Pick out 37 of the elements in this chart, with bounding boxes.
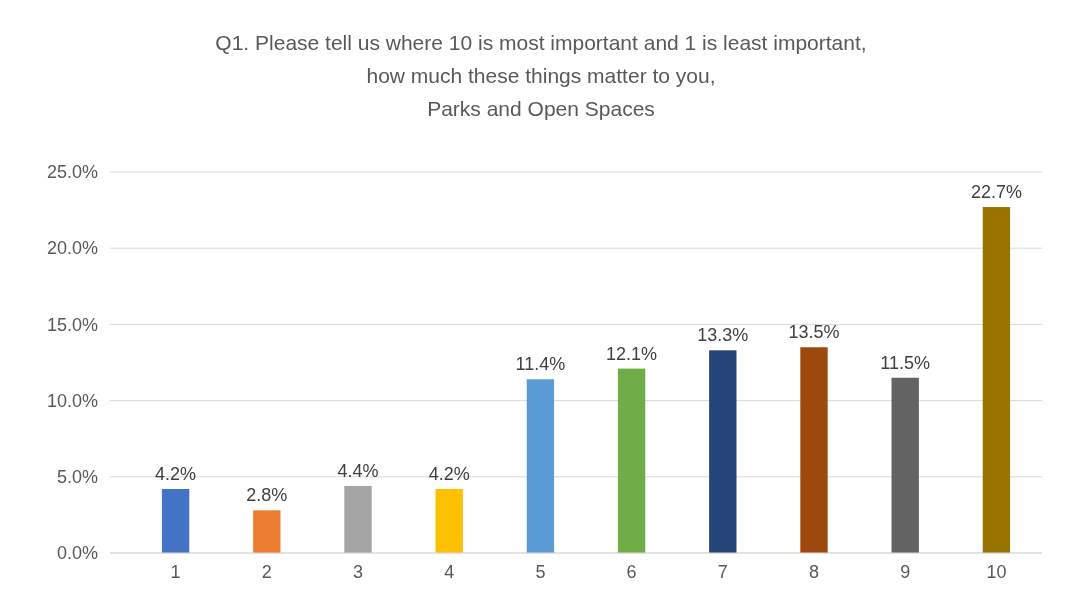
data-label: 13.3% <box>697 325 749 346</box>
bar <box>891 377 919 553</box>
y-tick-label: 10.0% <box>46 390 98 411</box>
data-label: 12.1% <box>606 343 658 364</box>
y-tick-label: 15.0% <box>46 314 98 335</box>
x-tick-label: 4 <box>444 561 455 582</box>
data-label: 4.2% <box>428 463 470 484</box>
bar <box>617 368 646 553</box>
x-tick-label: 6 <box>626 561 637 582</box>
bar <box>344 485 372 553</box>
y-tick-label: 0.0% <box>56 543 98 564</box>
bar <box>709 350 737 553</box>
bar <box>253 510 281 553</box>
x-tick-label: 1 <box>170 561 181 582</box>
data-label: 4.4% <box>337 460 379 481</box>
x-tick-label: 2 <box>261 561 272 582</box>
x-tick-label: 3 <box>352 561 364 582</box>
y-tick-label: 20.0% <box>46 238 98 259</box>
bar <box>161 488 190 553</box>
data-label: 13.5% <box>788 322 840 343</box>
x-tick-label: 7 <box>717 561 728 582</box>
bar <box>526 379 555 553</box>
data-label: 2.8% <box>246 485 288 506</box>
data-label: 11.5% <box>880 352 931 373</box>
data-label: 22.7% <box>970 182 1022 203</box>
data-label: 11.4% <box>515 354 566 375</box>
data-label: 4.2% <box>155 463 197 484</box>
x-tick-label: 5 <box>535 561 546 582</box>
chart-title: Q1. Please tell us where 10 is most important and 1 is least important, how much these things matter to you, Parks and Open Spaces <box>215 31 867 120</box>
x-tick-label: 10 <box>986 561 1007 582</box>
bar <box>800 347 828 553</box>
y-tick-label: 5.0% <box>56 467 98 488</box>
x-tick-label: 9 <box>900 561 911 582</box>
bar <box>435 488 463 553</box>
y-tick-label: 25.0% <box>46 162 98 183</box>
bar <box>982 207 1011 553</box>
x-tick-label: 8 <box>808 561 820 582</box>
